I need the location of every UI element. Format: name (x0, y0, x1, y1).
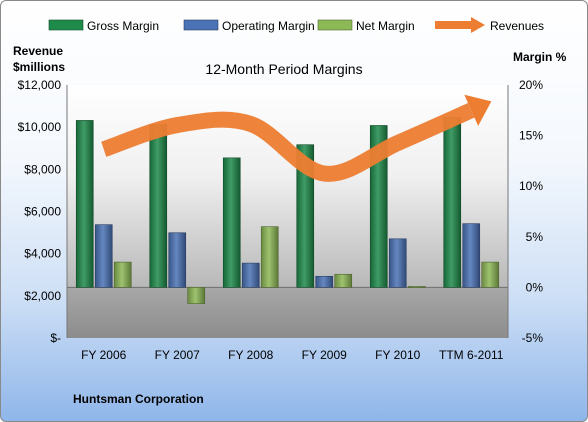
operating-margin-bar (241, 262, 260, 288)
legend: Gross Margin Operating Margin Net Margin Re… (48, 17, 544, 33)
left-axis-ticks: $- $2,000 $4,000 $6,000 $8,000 $10,000 $12,000 (18, 78, 62, 345)
operating-margin-bar (462, 223, 481, 288)
legend-swatch (317, 19, 353, 31)
left-tick-label: $6,000 (24, 205, 61, 219)
plot-floor (67, 287, 508, 338)
category-label: FY 2007 (155, 348, 200, 362)
left-tick-label: $8,000 (24, 162, 61, 176)
legend-label: Net Margin (356, 19, 415, 33)
legend-swatch-arrow (471, 17, 485, 33)
category-label: FY 2006 (81, 348, 126, 362)
right-tick-label: -5% (522, 331, 544, 345)
revenues-line (101, 102, 475, 182)
operating-margin-bar (168, 232, 187, 288)
right-tick-label: 20% (519, 78, 543, 92)
right-tick-label: 15% (519, 129, 543, 143)
company-label: Huntsman Corporation (73, 392, 204, 406)
legend-label: Revenues (490, 19, 544, 33)
operating-margin-bar (94, 224, 113, 288)
net-margin-bar (113, 261, 132, 288)
net-margin-bar (260, 226, 279, 288)
gross-margin-bar (369, 125, 388, 288)
legend-swatch (48, 19, 84, 31)
operating-margin-bar (315, 275, 334, 288)
category-label: TTM 6-2011 (439, 348, 504, 362)
right-axis-ticks: -5% 0% 5% 10% 15% 20% (519, 78, 543, 345)
bars-layer (75, 117, 500, 304)
category-label: FY 2009 (302, 348, 347, 362)
legend-label: Operating Margin (222, 19, 315, 33)
left-tick-label: $12,000 (18, 78, 62, 92)
legend-label: Gross Margin (87, 19, 159, 33)
legend-item-gross-margin: Gross Margin (48, 19, 159, 33)
category-label: FY 2010 (375, 348, 420, 362)
legend-item-net-margin: Net Margin (317, 19, 415, 33)
revenue-line-layer (101, 94, 492, 182)
right-tick-label: 5% (526, 230, 544, 244)
gross-margin-bar (443, 117, 462, 288)
chart-title: 12-Month Period Margins (205, 61, 362, 77)
gross-margin-bar (222, 157, 241, 288)
category-label: FY 2008 (228, 348, 273, 362)
net-margin-bar (334, 273, 353, 288)
left-tick-label: $- (50, 331, 61, 345)
left-tick-label: $10,000 (18, 120, 62, 134)
net-margin-bar (481, 261, 500, 288)
right-axis-label: Margin % (513, 50, 567, 64)
left-axis-label-line1: Revenue (13, 44, 63, 58)
gross-margin-bar (296, 144, 315, 288)
right-tick-label: 10% (519, 179, 543, 193)
net-margin-bar (187, 287, 206, 304)
left-axis-label-line2: $millions (13, 60, 65, 74)
legend-item-operating-margin: Operating Margin (183, 19, 315, 33)
operating-margin-bar (388, 238, 407, 288)
gross-margin-bar (75, 120, 94, 288)
right-tick-label: 0% (526, 280, 544, 294)
category-labels: FY 2006 FY 2007 FY 2008 FY 2009 FY 2010 TTM 6… (81, 348, 504, 362)
gross-margin-bar (149, 124, 168, 288)
legend-item-revenues: Revenues (435, 17, 544, 33)
left-tick-label: $2,000 (24, 289, 61, 303)
net-margin-bar (407, 286, 426, 288)
left-tick-label: $4,000 (24, 247, 61, 261)
revenues-arrowhead (464, 94, 492, 126)
legend-swatch (183, 19, 219, 31)
